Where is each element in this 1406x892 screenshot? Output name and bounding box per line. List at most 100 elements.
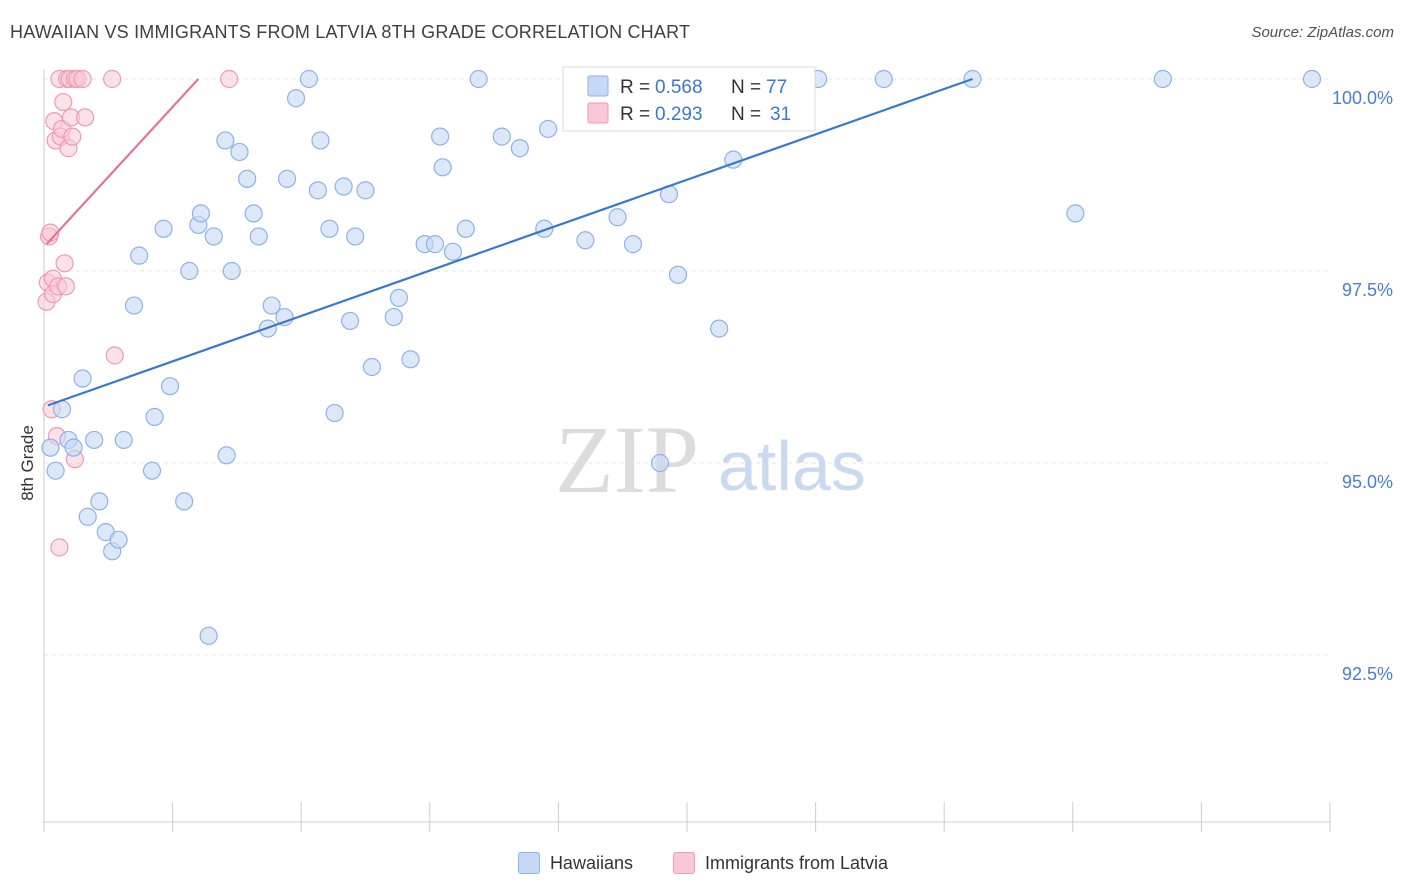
- latvia-point: [50, 538, 69, 557]
- hawaiians-point: [389, 288, 409, 307]
- chart-title: HAWAIIAN VS IMMIGRANTS FROM LATVIA 8TH G…: [10, 22, 691, 42]
- hawaiians-point: [401, 350, 420, 369]
- hawaiians-point: [262, 296, 281, 315]
- legend-swatch-hawaiians: [517, 852, 540, 874]
- hawaiians-trendline: [47, 77, 973, 407]
- hawaiians-point: [41, 438, 60, 457]
- hawaiians-point: [539, 119, 558, 139]
- watermark-atlas: atlas: [718, 427, 866, 505]
- latvia-r-label: R =: [620, 104, 650, 125]
- hawaiians-point: [180, 261, 199, 281]
- watermark-zip: ZIP: [555, 406, 699, 513]
- hawaiians-point: [142, 461, 162, 480]
- hawaiians-point: [230, 142, 249, 162]
- hawaiians-point: [425, 235, 445, 254]
- hawaiians-point: [130, 246, 149, 265]
- legend-label-latvia: Immigrants from Latvia: [704, 852, 889, 873]
- hawaiians-point: [222, 261, 241, 281]
- hawaiians-point: [311, 131, 330, 150]
- hawaiians-point: [191, 204, 210, 223]
- hawaiians-point: [286, 89, 306, 108]
- hawaiians-point: [299, 69, 319, 89]
- hawaiians-point: [238, 169, 257, 188]
- latvia-r-value: 0.293: [655, 104, 703, 125]
- latvia-series: [37, 69, 239, 557]
- hawaiians-point: [492, 127, 511, 146]
- hawaiians-point: [175, 492, 194, 511]
- legend-label-hawaiians: Hawaiians: [549, 852, 633, 873]
- hawaiians-swatch: [587, 75, 609, 97]
- latvia-n-value: 31: [770, 104, 791, 125]
- hawaiians-point: [710, 319, 729, 338]
- hawaiians-point: [308, 181, 328, 200]
- hawaiians-point: [430, 127, 450, 146]
- hawaiians-point: [340, 311, 360, 331]
- hawaiians-point: [73, 369, 92, 388]
- latvia-point: [220, 69, 239, 89]
- hawaiians-n-label: N =: [731, 77, 761, 98]
- hawaiians-point: [356, 181, 375, 200]
- latvia-point: [56, 277, 75, 296]
- hawaiians-point: [217, 446, 236, 465]
- scatter-chart: ZIP atlas 92.5%95.0%97.5%100.0%0.0%100.0…: [18, 66, 1393, 832]
- hawaiians-point: [384, 307, 403, 327]
- hawaiians-point: [124, 296, 144, 315]
- hawaiians-point: [1066, 204, 1085, 223]
- hawaiians-point: [623, 235, 643, 254]
- hawaiians-point: [244, 204, 263, 223]
- hawaiians-point: [216, 131, 235, 150]
- hawaiians-point: [325, 403, 344, 423]
- latvia-point: [73, 69, 92, 89]
- hawaiians-point: [145, 407, 164, 427]
- latvia-swatch: [587, 102, 609, 124]
- legend-swatch-latvia: [672, 852, 695, 874]
- series-legend: Hawaiians Immigrants from Latvia: [0, 852, 1406, 874]
- y-axis-label: 8th Grade: [18, 425, 37, 501]
- latvia-point: [55, 254, 74, 273]
- hawaiians-point: [874, 69, 893, 89]
- hawaiians-point: [320, 219, 339, 238]
- watermark: ZIP atlas: [555, 406, 866, 513]
- legend-item-latvia[interactable]: Immigrants from Latvia: [672, 852, 889, 874]
- gridlines: [44, 78, 1330, 656]
- hawaiians-point: [650, 453, 670, 473]
- source-credit: Source: ZipAtlas.com: [1251, 24, 1394, 41]
- hawaiians-r-label: R =: [620, 77, 650, 98]
- hawaiians-point: [668, 265, 688, 284]
- hawaiians-point: [469, 69, 488, 89]
- hawaiians-point: [78, 507, 97, 526]
- latvia-n-label: N =: [731, 104, 761, 125]
- hawaiians-point: [249, 227, 268, 246]
- hawaiians-series: [41, 69, 1322, 645]
- hawaiians-point: [346, 227, 365, 246]
- hawaiians-point: [277, 169, 297, 188]
- legend-item-hawaiians[interactable]: Hawaiians: [517, 852, 633, 874]
- hawaiians-point: [576, 231, 595, 250]
- hawaiians-point: [160, 377, 180, 396]
- hawaiians-point: [334, 177, 353, 196]
- hawaiians-point: [204, 227, 223, 246]
- hawaiians-r-value: 0.568: [655, 77, 703, 98]
- latvia-point: [76, 108, 95, 127]
- hawaiians-point: [510, 139, 529, 158]
- hawaiians-n-value: 77: [766, 77, 787, 98]
- hawaiians-point: [1302, 69, 1322, 89]
- hawaiians-point: [154, 219, 173, 238]
- hawaiians-point: [456, 219, 475, 238]
- hawaiians-point: [1153, 69, 1172, 89]
- stats-legend: R = 0.568 N = 77 R = 0.293 N = 31: [562, 66, 816, 132]
- hawaiians-point: [64, 438, 83, 457]
- hawaiians-point: [362, 357, 382, 377]
- y-tick-label: 92.5%: [1342, 664, 1393, 684]
- latvia-point: [105, 346, 124, 365]
- hawaiians-point: [109, 530, 128, 549]
- hawaiians-point: [90, 492, 109, 511]
- hawaiians-point: [199, 626, 218, 645]
- y-tick-label: 97.5%: [1342, 280, 1393, 300]
- latvia-trendline: [45, 78, 200, 245]
- y-tick-label: 95.0%: [1342, 472, 1393, 492]
- latvia-point: [103, 69, 122, 89]
- trendlines: [45, 77, 973, 407]
- hawaiians-point: [443, 242, 463, 261]
- hawaiians-point: [114, 430, 133, 450]
